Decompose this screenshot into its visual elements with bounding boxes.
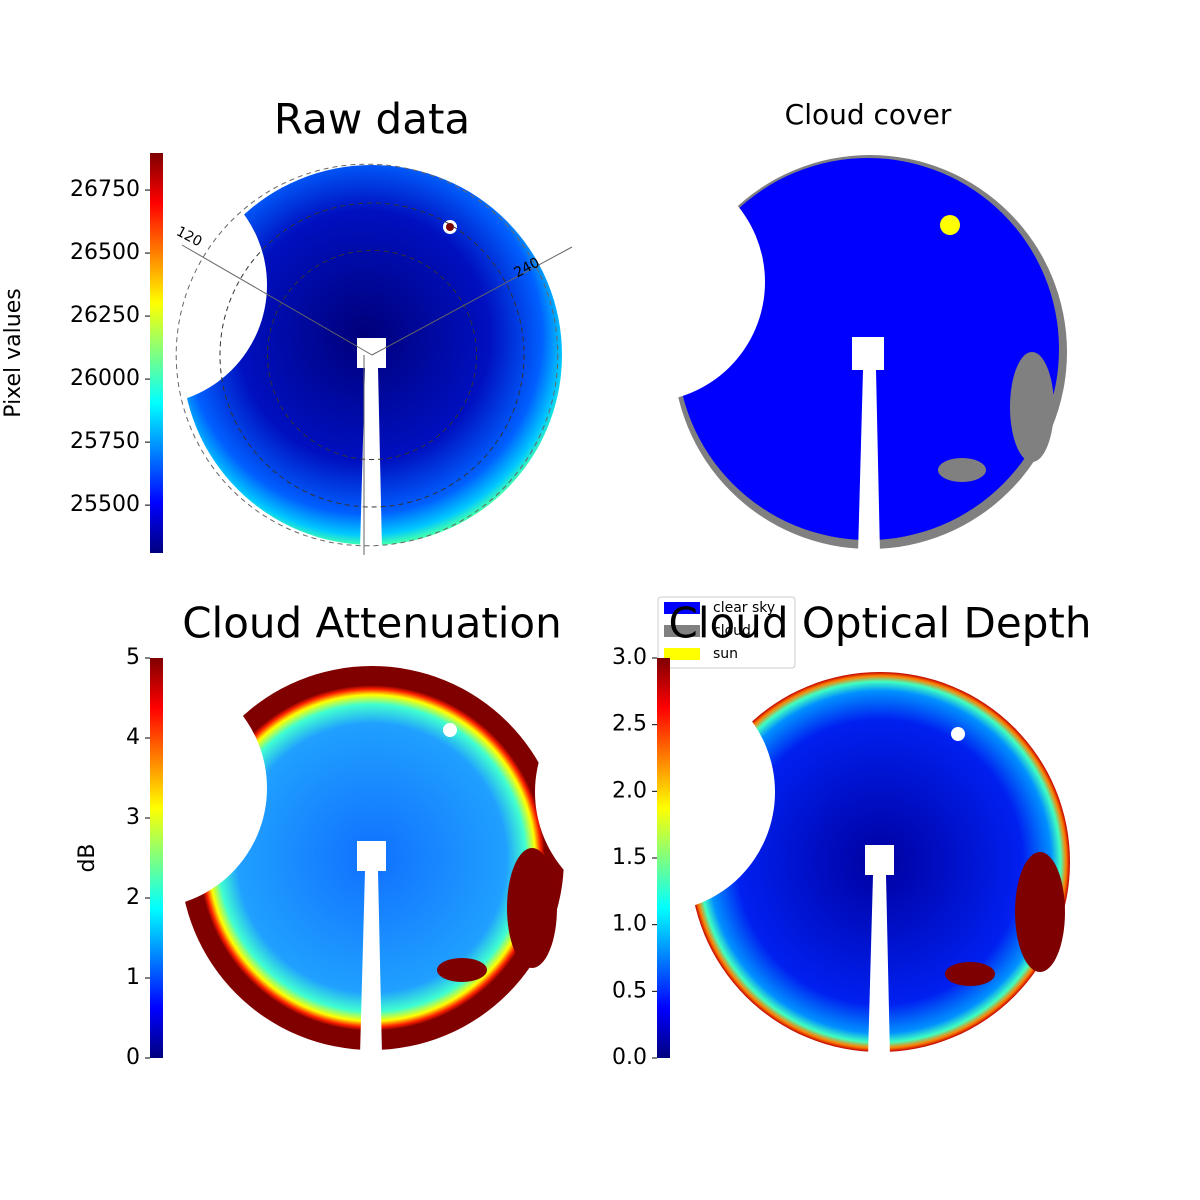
polar-axis	[371, 246, 573, 356]
cloud-patch	[437, 958, 487, 982]
legend-patch	[664, 625, 700, 637]
cloud-patch	[938, 458, 986, 482]
colorbar	[150, 658, 163, 1058]
colorbar-tick-label: 26000	[70, 366, 140, 391]
sun-disc	[446, 223, 454, 231]
colorbar-tick-label: 25750	[70, 429, 140, 454]
colorbar-tick-label: 5	[126, 645, 140, 670]
polar-ring	[175, 163, 559, 547]
cloud-patch	[1010, 352, 1054, 462]
polar-ring	[219, 202, 525, 508]
polar-axis	[181, 244, 373, 356]
colorbar-tick-label: 2	[126, 885, 140, 910]
colorbar-tick-label: 3.0	[612, 645, 647, 670]
panel-title: Raw data	[274, 95, 470, 144]
cloud-patch	[1015, 852, 1065, 972]
colorbar-tick-label: 26500	[70, 240, 140, 265]
colorbar-tick-label: 0.0	[612, 1045, 647, 1070]
colorbar-label: Pixel values	[1, 288, 26, 417]
colorbar-tick-label: 0	[126, 1045, 140, 1070]
panel-title: Cloud cover	[785, 98, 952, 131]
mask	[525, 162, 765, 402]
cloud-patch	[945, 962, 995, 986]
colorbar-tick-label: 1	[126, 965, 140, 990]
colorbar	[657, 658, 670, 1058]
colorbar-tick-label: 1.5	[612, 845, 647, 870]
mask	[27, 668, 267, 908]
colorbar-tick-label: 26750	[70, 177, 140, 202]
legend-label: clear sky	[713, 600, 775, 616]
colorbar	[150, 153, 163, 553]
colorbar-tick-label: 2.5	[612, 712, 647, 737]
panel-title: Cloud Optical Depth	[669, 599, 1092, 648]
colorbar-tick-label: 4	[126, 725, 140, 750]
colorbar-tick-label: 1.0	[612, 912, 647, 937]
sun	[940, 215, 960, 235]
sun	[443, 723, 457, 737]
cloud-patch	[507, 848, 557, 968]
legend-patch	[664, 648, 700, 660]
mast	[865, 845, 894, 1057]
mast	[852, 337, 884, 554]
colorbar-tick-label: 0.5	[612, 978, 647, 1003]
legend-label: sun	[713, 646, 738, 662]
colorbar-tick-label: 26250	[70, 303, 140, 328]
sun	[951, 727, 965, 741]
mask	[535, 672, 775, 912]
polar-ring	[267, 250, 477, 460]
legend-label: cloud	[713, 623, 751, 639]
colorbar-label: dB	[75, 843, 100, 872]
mask	[27, 165, 267, 405]
mast	[357, 841, 386, 1055]
colorbar-tick-label: 3	[126, 805, 140, 830]
colorbar-tick-label: 25500	[70, 492, 140, 517]
colorbar-tick-label: 2.0	[612, 778, 647, 803]
legend-patch	[664, 602, 700, 614]
panel-title: Cloud Attenuation	[182, 599, 562, 648]
